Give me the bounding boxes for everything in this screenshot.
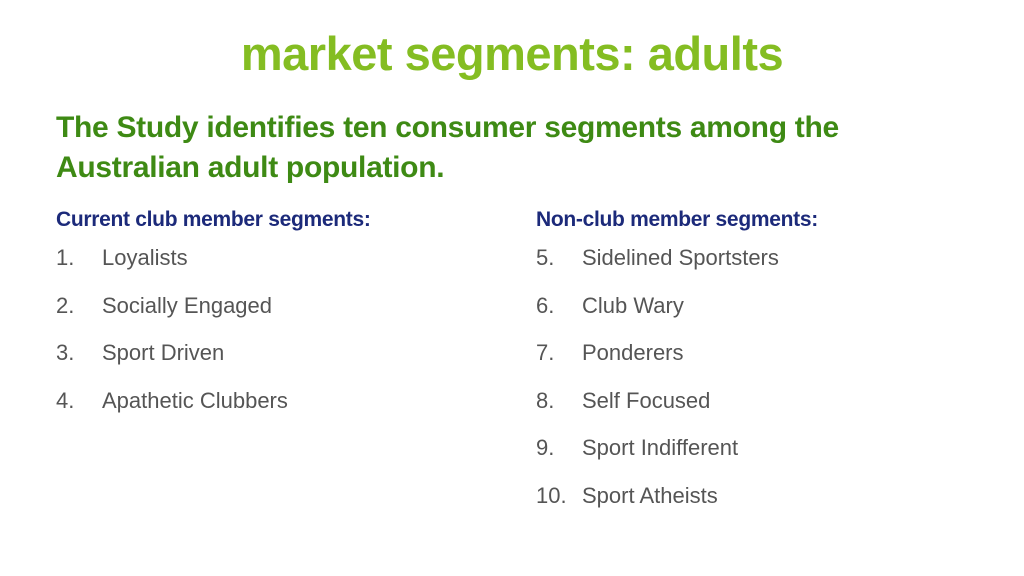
- subtitle-line-2: Australian adult population.: [56, 151, 445, 184]
- item-label: Ponderers: [582, 340, 684, 366]
- item-number: 8.: [536, 387, 555, 413]
- list-item: 2. Socially Engaged: [56, 292, 476, 340]
- list-item: 4. Apathetic Clubbers: [56, 387, 476, 435]
- item-label: Apathetic Clubbers: [102, 387, 288, 413]
- list-item: 1. Loyalists: [56, 244, 476, 292]
- segment-list: 5. Sidelined Sportsters 6. Club Wary 7. …: [536, 244, 956, 530]
- item-label: Self Focused: [582, 387, 711, 413]
- item-number: 4.: [56, 387, 75, 413]
- slide-title: market segments: adults: [240, 27, 784, 80]
- non-club-member-column: Non-club member segments: 5. Sidelined S…: [536, 206, 956, 530]
- item-number: 7.: [536, 340, 555, 366]
- item-number: 1.: [56, 245, 75, 270]
- subtitle-line-1: The Study identifies ten consumer segmen…: [56, 111, 839, 144]
- item-number: 2.: [56, 292, 75, 318]
- item-label: Sport Atheists: [582, 482, 718, 508]
- list-item: 7. Ponderers: [536, 339, 956, 387]
- column-heading: Non-club member segments:: [536, 208, 818, 231]
- item-number: 9.: [536, 435, 555, 461]
- item-number: 3.: [56, 340, 75, 366]
- item-label: Loyalists: [102, 245, 188, 270]
- list-item: 10. Sport Atheists: [536, 482, 956, 530]
- segment-list: 1. Loyalists 2. Socially Engaged 3. Spor…: [56, 244, 476, 434]
- slide-subtitle: The Study identifies ten consumer segmen…: [56, 108, 956, 188]
- list-item: 8. Self Focused: [536, 387, 956, 435]
- item-number: 10.: [536, 482, 567, 508]
- item-number: 5.: [536, 245, 555, 270]
- column-heading: Current club member segments:: [56, 208, 371, 231]
- item-number: 6.: [536, 292, 555, 318]
- list-item: 3. Sport Driven: [56, 339, 476, 387]
- list-item: 6. Club Wary: [536, 292, 956, 340]
- current-club-member-column: Current club member segments: 1. Loyalis…: [56, 206, 476, 434]
- item-label: Sport Indifferent: [582, 435, 739, 461]
- item-label: Club Wary: [582, 292, 684, 318]
- item-label: Sport Driven: [102, 340, 225, 366]
- item-label: Socially Engaged: [102, 292, 273, 318]
- item-label: Sidelined Sportsters: [582, 245, 779, 270]
- list-item: 9. Sport Indifferent: [536, 434, 956, 482]
- list-item: 5. Sidelined Sportsters: [536, 244, 956, 292]
